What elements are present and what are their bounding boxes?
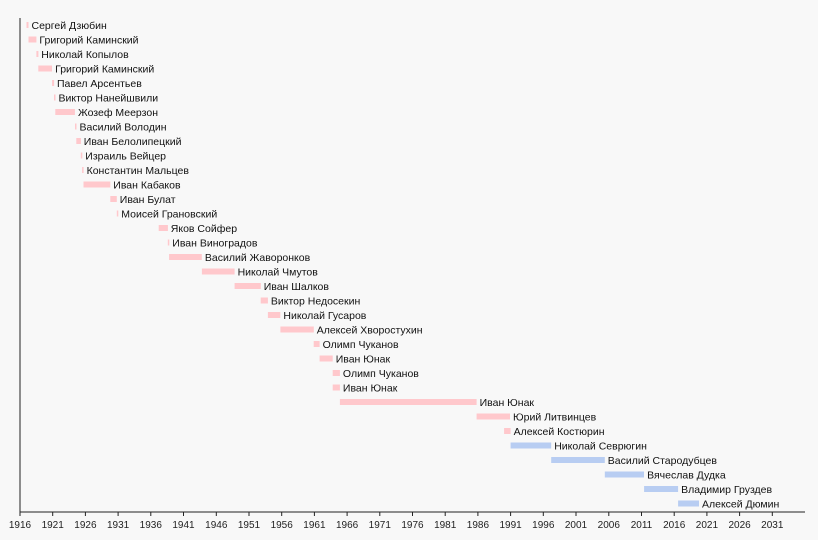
- timeline-bar: [201, 268, 235, 275]
- x-tick-label: 1951: [238, 520, 261, 531]
- timeline-bar: [644, 486, 679, 492]
- timeline-label: Жозеф Меерзон: [78, 107, 158, 119]
- timeline-label: Василий Жаворонков: [205, 252, 311, 264]
- timeline-label: Василий Стародубцев: [608, 455, 718, 467]
- x-tick-label: 2031: [761, 520, 784, 531]
- timeline-label: Иван Виноградов: [172, 237, 258, 249]
- timeline-bar: [678, 500, 699, 507]
- timeline-bar: [280, 326, 314, 333]
- x-tick-label: 1981: [434, 520, 457, 531]
- x-tick-label: 1996: [532, 520, 555, 531]
- x-tick-label: 1931: [107, 520, 130, 531]
- timeline-label: Виктор Недосекин: [271, 295, 361, 307]
- x-tick-label: 1976: [401, 520, 424, 531]
- timeline-label: Алексей Костюрин: [514, 426, 605, 438]
- timeline-label: Николай Чмутов: [238, 266, 319, 278]
- timeline-bar: [76, 138, 81, 144]
- timeline-labels: Сергей Дзюбин Григорий Каминский Николай К…: [32, 20, 780, 510]
- timeline-bar: [504, 428, 511, 434]
- timeline-bar: [55, 109, 75, 115]
- timeline-bar: [110, 196, 117, 202]
- x-tick-label: 1936: [140, 520, 163, 531]
- timeline-bar: [28, 36, 37, 43]
- timeline-bar: [52, 80, 55, 86]
- timeline-label: Иван Юнак: [480, 397, 535, 409]
- timeline-label: Павел Арсентьев: [57, 78, 142, 90]
- timeline-bar: [313, 341, 320, 347]
- timeline-bar: [551, 457, 605, 463]
- timeline-label: Григорий Каминский: [55, 63, 154, 75]
- timeline-label: Иван Шалков: [264, 281, 330, 293]
- x-tick-label: 1986: [467, 520, 490, 531]
- timeline-label: Николай Копылов: [41, 49, 129, 61]
- timeline-bar: [82, 167, 84, 173]
- timeline-bar: [234, 283, 261, 289]
- timeline-label: Израиль Вейцер: [85, 150, 166, 162]
- x-tick-label: 2011: [631, 520, 653, 531]
- timeline-label: Иван Кабаков: [113, 179, 181, 191]
- timeline-bar: [332, 384, 340, 391]
- timeline-label: Юрий Литвинцев: [513, 411, 597, 423]
- timeline-bar: [75, 123, 77, 130]
- timeline-bar: [80, 152, 83, 159]
- timeline-label: Григорий Каминский: [39, 34, 138, 46]
- timeline-bar: [319, 355, 333, 362]
- timeline-label: Алексей Хворостухин: [317, 324, 423, 336]
- x-tick-label: 1916: [9, 520, 32, 531]
- timeline-bar: [167, 239, 170, 246]
- x-tick-label: 2006: [598, 520, 621, 531]
- timeline-bar: [476, 413, 510, 420]
- x-tick-label: 2001: [565, 520, 588, 531]
- x-tick-label: 1966: [336, 520, 359, 531]
- timeline-label: Иван Юнак: [343, 382, 398, 394]
- timeline-bar: [510, 442, 552, 449]
- timeline-bar: [116, 210, 119, 217]
- timeline-bar: [54, 94, 56, 101]
- x-tick-label: 1961: [303, 520, 326, 531]
- timeline-label: Сергей Дзюбин: [32, 20, 108, 32]
- timeline-bar: [260, 297, 268, 304]
- timeline-bar: [604, 471, 644, 478]
- timeline-bar: [339, 399, 477, 405]
- timeline-label: Владимир Груздев: [681, 484, 772, 496]
- timeline-label: Иван Юнак: [336, 353, 391, 365]
- timeline-label: Олимп Чуканов: [323, 339, 399, 351]
- timeline-label: Иван Белолипецкий: [84, 136, 182, 148]
- timeline-label: Константин Мальцев: [87, 165, 190, 177]
- x-tick-label: 2021: [696, 520, 719, 531]
- timeline-label: Виктор Нанейшвили: [59, 92, 159, 104]
- timeline-label: Моисей Грановский: [121, 208, 217, 220]
- timeline-bar: [83, 181, 111, 188]
- timeline-bar: [26, 22, 29, 28]
- x-tick-label: 1991: [499, 520, 522, 531]
- timeline-bar: [267, 312, 281, 318]
- x-tick-label: 1971: [369, 520, 392, 531]
- timeline-bar: [38, 65, 52, 72]
- x-tick-label: 1956: [271, 520, 294, 531]
- x-axis: 1916 1921 1926 1931 1936 1941 1946 1951 1956 1961…: [9, 18, 805, 531]
- timeline-label: Алексей Дюмин: [702, 498, 780, 510]
- timeline-bar: [332, 370, 340, 376]
- timeline-label: Олимп Чуканов: [343, 368, 419, 380]
- timeline-label: Василий Володин: [80, 121, 167, 133]
- timeline-bar: [169, 254, 202, 260]
- x-tick-label: 1941: [172, 520, 195, 531]
- timeline-bar: [36, 51, 39, 57]
- x-tick-label: 2026: [728, 520, 751, 531]
- timeline-bars: [26, 22, 699, 507]
- timeline-bar: [158, 225, 168, 231]
- x-tick-label: 1946: [205, 520, 228, 531]
- x-tick-label: 1926: [74, 520, 97, 531]
- timeline-label: Вячеслав Дудка: [647, 469, 726, 481]
- timeline-label: Иван Булат: [120, 194, 176, 206]
- timeline-label: Николай Севрюгин: [554, 440, 647, 452]
- x-tick-label: 1921: [42, 520, 65, 531]
- timeline-label: Николай Гусаров: [283, 310, 366, 322]
- timeline-label: Яков Сойфер: [171, 223, 237, 235]
- x-tick-label: 2016: [663, 520, 686, 531]
